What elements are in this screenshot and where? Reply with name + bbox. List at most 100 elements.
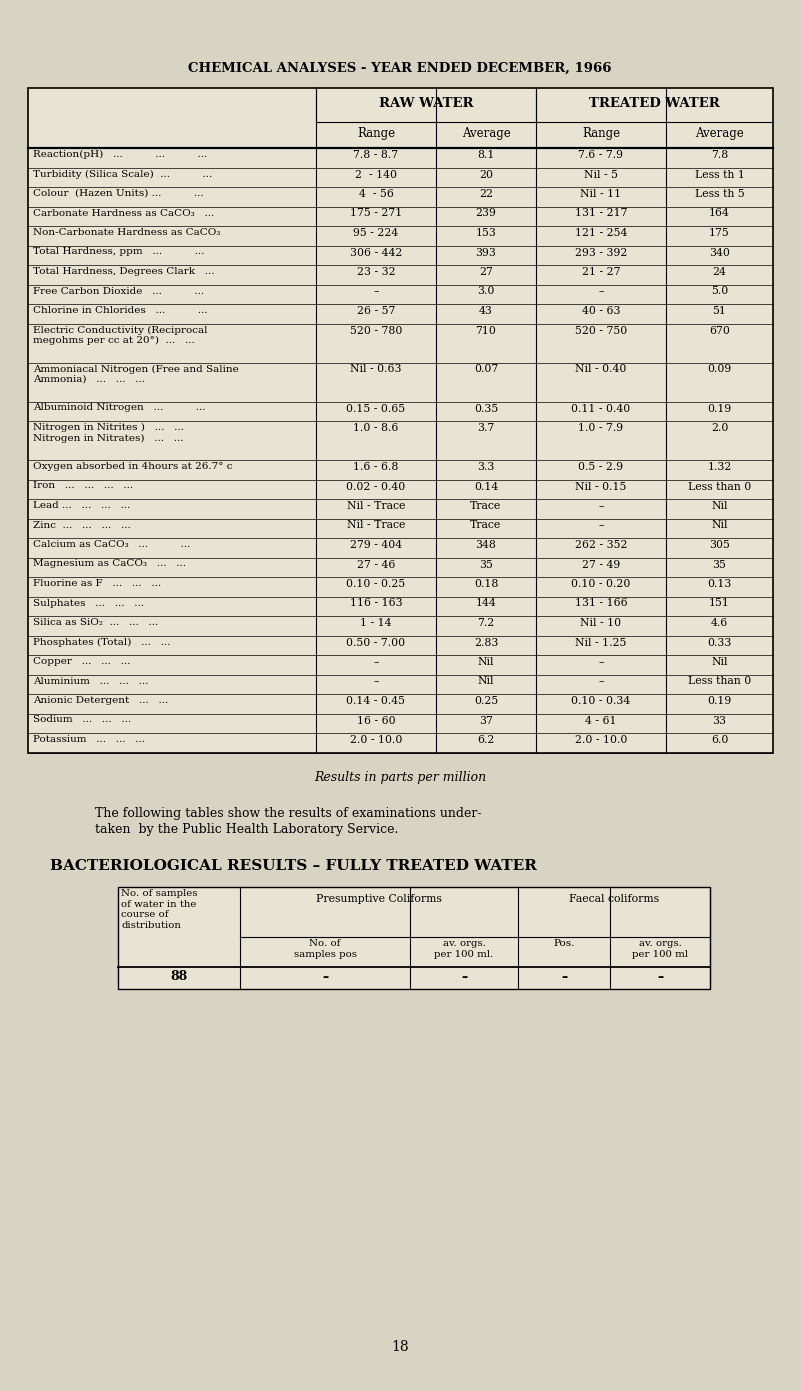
Text: 175 - 271: 175 - 271 [350, 209, 402, 218]
Text: Nil: Nil [477, 676, 494, 687]
Text: 3.0: 3.0 [477, 287, 495, 296]
Bar [118, 886, 710, 989]
Text: Nil - 11: Nil - 11 [581, 189, 622, 199]
Text: 393: 393 [476, 248, 497, 257]
Text: Silica as SiO₂  ...   ...   ...: Silica as SiO₂ ... ... ... [33, 618, 159, 627]
Text: 4 - 61: 4 - 61 [586, 715, 617, 726]
Text: Less th 5: Less th 5 [694, 189, 744, 199]
Text: av. orgs.
per 100 ml: av. orgs. per 100 ml [632, 939, 688, 958]
Text: 131 - 217: 131 - 217 [575, 209, 627, 218]
Text: –: – [373, 657, 379, 668]
Text: 0.02 - 0.40: 0.02 - 0.40 [346, 481, 405, 491]
Text: Less th 1: Less th 1 [694, 170, 744, 179]
Text: Nil - 1.25: Nil - 1.25 [575, 637, 626, 647]
Text: 0.18: 0.18 [474, 579, 498, 588]
Text: 5.0: 5.0 [710, 287, 728, 296]
Text: Colour  (Hazen Units) ...          ...: Colour (Hazen Units) ... ... [33, 189, 203, 198]
Text: 6.0: 6.0 [710, 734, 728, 746]
Text: Range: Range [357, 127, 395, 140]
Text: 51: 51 [713, 306, 727, 316]
Text: 0.11 - 0.40: 0.11 - 0.40 [571, 403, 630, 413]
Text: 35: 35 [713, 559, 727, 569]
Text: 0.19: 0.19 [707, 403, 731, 413]
Text: 239: 239 [476, 209, 497, 218]
Text: 0.10 - 0.25: 0.10 - 0.25 [346, 579, 405, 588]
Text: 1.0 - 8.6: 1.0 - 8.6 [353, 423, 399, 433]
Text: 26 - 57: 26 - 57 [356, 306, 395, 316]
Text: Lead ...   ...   ...   ...: Lead ... ... ... ... [33, 501, 131, 510]
Text: 7.2: 7.2 [477, 618, 495, 627]
Text: 6.2: 6.2 [477, 734, 495, 746]
Text: –: – [598, 676, 604, 687]
Text: 0.14 - 0.45: 0.14 - 0.45 [347, 696, 405, 707]
Text: The following tables show the results of examinations under-: The following tables show the results of… [95, 807, 481, 819]
Text: Reaction(pH)   ...          ...          ...: Reaction(pH) ... ... ... [33, 150, 207, 159]
Text: Iron   ...   ...   ...   ...: Iron ... ... ... ... [33, 481, 133, 491]
Text: 0.33: 0.33 [707, 637, 731, 647]
Text: –: – [598, 520, 604, 530]
Text: No. of samples
of water in the
course of
distribution: No. of samples of water in the course of… [121, 889, 198, 929]
Text: Carbonate Hardness as CaCO₃   ...: Carbonate Hardness as CaCO₃ ... [33, 209, 214, 217]
Text: Zinc  ...   ...   ...   ...: Zinc ... ... ... ... [33, 520, 131, 530]
Text: –: – [598, 501, 604, 510]
Text: CHEMICAL ANALYSES - YEAR ENDED DECEMBER, 1966: CHEMICAL ANALYSES - YEAR ENDED DECEMBER,… [188, 63, 612, 75]
Text: 2.0 - 10.0: 2.0 - 10.0 [575, 734, 627, 746]
Text: 164: 164 [709, 209, 730, 218]
Text: 18: 18 [391, 1340, 409, 1353]
Text: 0.13: 0.13 [707, 579, 731, 588]
Text: 293 - 392: 293 - 392 [575, 248, 627, 257]
Text: Nil: Nil [477, 657, 494, 668]
Text: 0.09: 0.09 [707, 364, 731, 374]
Text: Results in parts per million: Results in parts per million [314, 771, 486, 783]
Text: 121 - 254: 121 - 254 [575, 228, 627, 238]
Text: av. orgs.
per 100 ml.: av. orgs. per 100 ml. [434, 939, 493, 958]
Text: Trace: Trace [470, 520, 501, 530]
Text: 4.6: 4.6 [710, 618, 728, 627]
Text: Non-Carbonate Hardness as CaCO₃: Non-Carbonate Hardness as CaCO₃ [33, 228, 220, 236]
Text: Range: Range [582, 127, 620, 140]
Text: 306 - 442: 306 - 442 [350, 248, 402, 257]
Text: 0.07: 0.07 [474, 364, 498, 374]
Text: 24: 24 [713, 267, 727, 277]
Text: Total Hardness, ppm   ...          ...: Total Hardness, ppm ... ... [33, 248, 204, 256]
Text: –: – [373, 676, 379, 687]
Text: 7.8: 7.8 [710, 150, 728, 160]
Text: 520 - 750: 520 - 750 [575, 325, 627, 335]
Text: Less than 0: Less than 0 [688, 676, 751, 687]
Text: Sulphates   ...   ...   ...: Sulphates ... ... ... [33, 598, 144, 608]
Text: 0.50 - 7.00: 0.50 - 7.00 [347, 637, 405, 647]
Text: 0.15 - 0.65: 0.15 - 0.65 [347, 403, 405, 413]
Text: Chlorine in Chlorides   ...          ...: Chlorine in Chlorides ... ... [33, 306, 207, 314]
Text: 95 - 224: 95 - 224 [353, 228, 399, 238]
Text: 340: 340 [709, 248, 730, 257]
Text: 1.6 - 6.8: 1.6 - 6.8 [353, 462, 399, 472]
Text: 153: 153 [476, 228, 497, 238]
Text: Albuminoid Nitrogen   ...          ...: Albuminoid Nitrogen ... ... [33, 403, 206, 413]
Text: Trace: Trace [470, 501, 501, 510]
Text: 37: 37 [479, 715, 493, 726]
Text: Electric Conductivity (Reciprocal
megohms per cc at 20°)  ...   ...: Electric Conductivity (Reciprocal megohm… [33, 325, 207, 345]
Text: –: – [322, 971, 328, 983]
Text: 1.0 - 7.9: 1.0 - 7.9 [578, 423, 623, 433]
Text: Ammoniacal Nitrogen (Free and Saline
Ammonia)   ...   ...   ...: Ammoniacal Nitrogen (Free and Saline Amm… [33, 364, 239, 384]
Text: –: – [657, 971, 663, 983]
Text: Nil - Trace: Nil - Trace [347, 520, 405, 530]
Text: Calcium as CaCO₃   ...          ...: Calcium as CaCO₃ ... ... [33, 540, 191, 549]
Text: 2.0: 2.0 [710, 423, 728, 433]
Text: 0.10 - 0.34: 0.10 - 0.34 [571, 696, 630, 707]
Text: Nil - 5: Nil - 5 [584, 170, 618, 179]
Text: 7.6 - 7.9: 7.6 - 7.9 [578, 150, 623, 160]
Text: Total Hardness, Degrees Clark   ...: Total Hardness, Degrees Clark ... [33, 267, 215, 275]
Text: 27 - 49: 27 - 49 [582, 559, 620, 569]
Text: Nil: Nil [711, 657, 728, 668]
Text: 4  - 56: 4 - 56 [359, 189, 393, 199]
Text: 116 - 163: 116 - 163 [350, 598, 402, 608]
Text: Nil - 0.63: Nil - 0.63 [350, 364, 402, 374]
Text: Average: Average [695, 127, 744, 140]
Text: Pos.: Pos. [553, 939, 574, 949]
Text: 0.10 - 0.20: 0.10 - 0.20 [571, 579, 630, 588]
Text: 0.25: 0.25 [474, 696, 498, 707]
Text: Free Carbon Dioxide   ...          ...: Free Carbon Dioxide ... ... [33, 287, 204, 295]
Text: Nil: Nil [711, 520, 728, 530]
Text: Less than 0: Less than 0 [688, 481, 751, 491]
